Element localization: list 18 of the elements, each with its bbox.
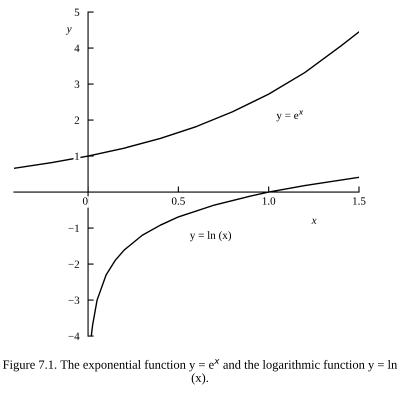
y-tick-label: −1 [68, 224, 80, 232]
y-axis-title: y [66, 27, 72, 35]
x-tick-label: 1.0 [262, 197, 276, 205]
y-tick-label: 3 [74, 80, 80, 88]
y-tick-label: −3 [68, 296, 80, 304]
y-tick-label: 4 [74, 44, 80, 52]
annotation: y = e$^{x}$ [276, 110, 304, 122]
annotation: y = ln (x) [190, 231, 232, 242]
text: Figure 7.1. The exponential function y = e$^{x}$ and the logarithmic function y = ln (x). [2, 359, 398, 385]
y-tick-label: −2 [68, 260, 80, 268]
x-tick-label: 1.5 [353, 197, 366, 205]
x-tick-label: 0.5 [172, 197, 185, 205]
y-tick-label: 5 [74, 8, 80, 16]
y-tick-label: −4 [68, 332, 80, 340]
y-tick-label: 1 [75, 152, 80, 160]
x-tick-label: 0 [82, 197, 88, 205]
x-axis-title: x [312, 218, 317, 224]
y-tick-label: 2 [74, 116, 80, 124]
